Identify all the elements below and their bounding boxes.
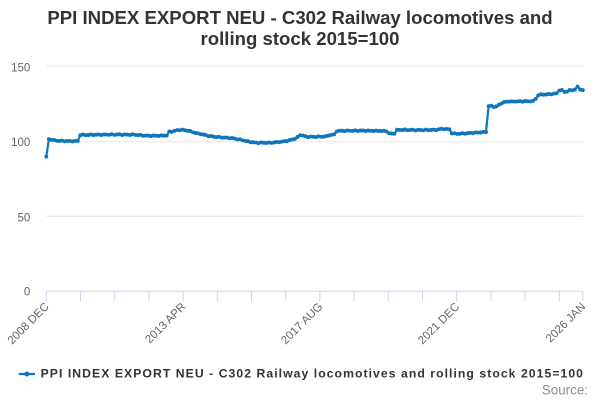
svg-text:50: 50 — [18, 212, 31, 224]
svg-text:100: 100 — [11, 137, 30, 149]
svg-text:Source:: Source: — [542, 383, 588, 398]
svg-text:rolling stock 2015=100: rolling stock 2015=100 — [201, 28, 400, 49]
svg-text:150: 150 — [11, 62, 30, 74]
svg-text:0: 0 — [24, 286, 30, 298]
svg-text:PPI INDEX EXPORT NEU - C302 Ra: PPI INDEX EXPORT NEU - C302 Railway loco… — [41, 366, 584, 380]
svg-text:PPI INDEX EXPORT NEU - C302 Ra: PPI INDEX EXPORT NEU - C302 Railway loco… — [47, 7, 552, 28]
